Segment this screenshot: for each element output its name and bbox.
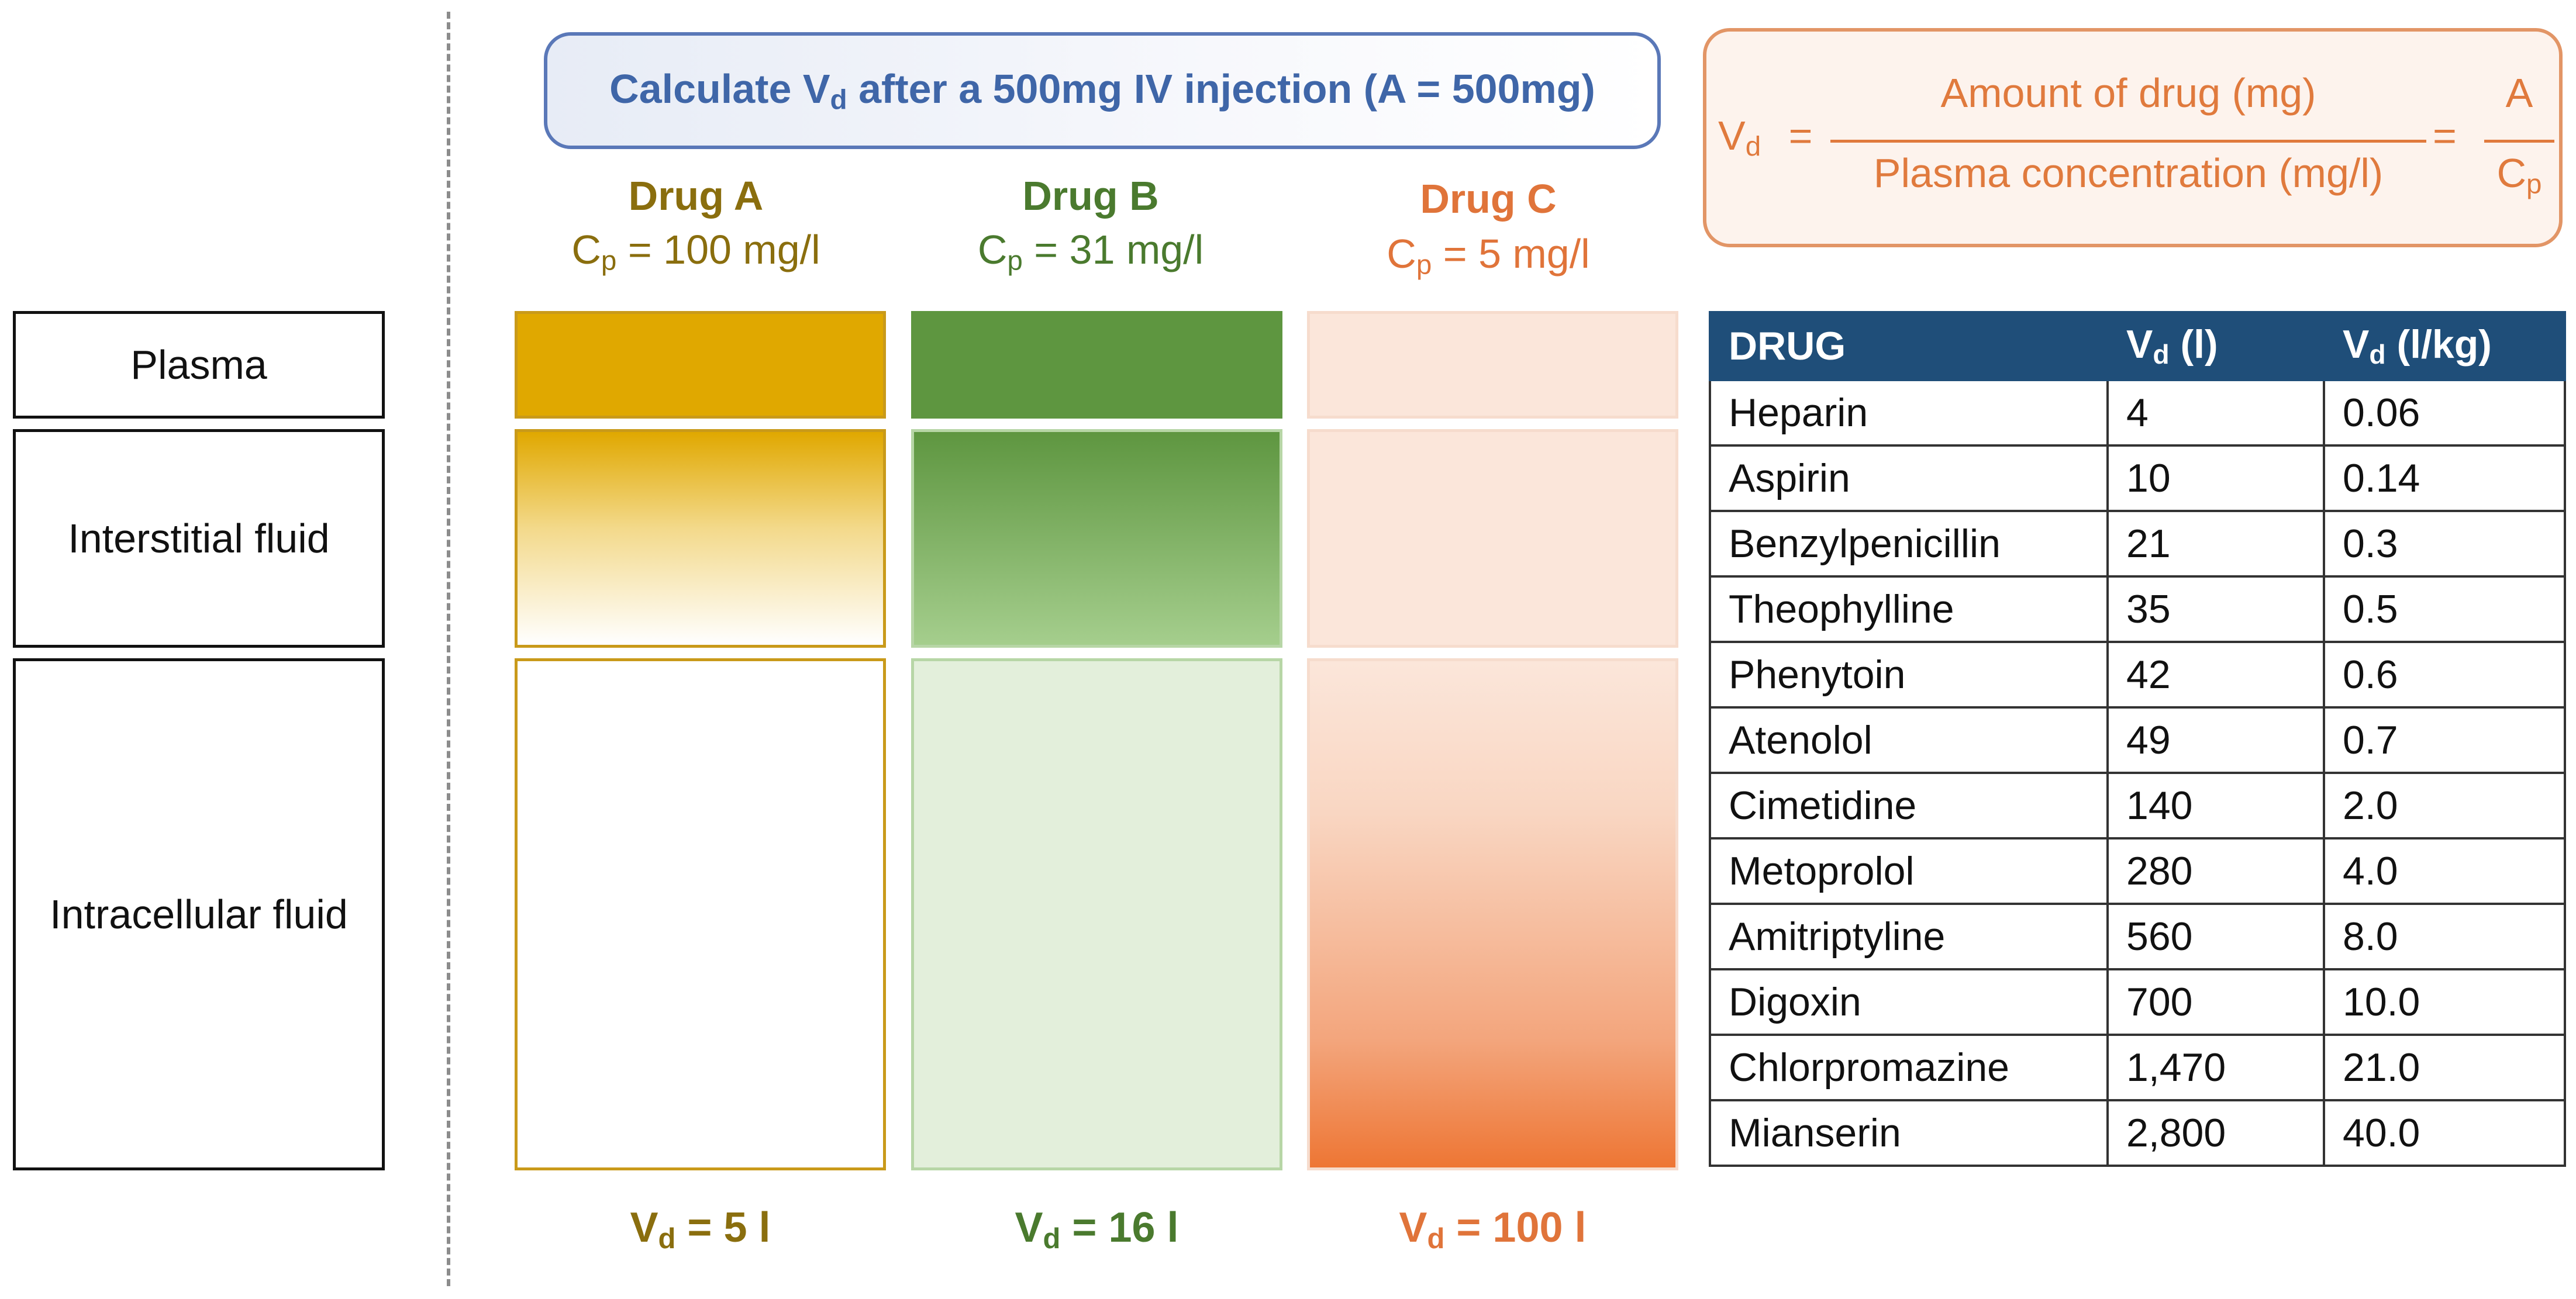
drug-b-vd: Vd = 16 l: [1015, 1204, 1179, 1255]
table-cell-drug: Digoxin: [1709, 968, 2109, 1036]
drug-a-vd: Vd = 5 l: [630, 1204, 771, 1255]
drug-c-intracellular-block: [1307, 658, 1678, 1170]
table-cell-vd-lkg: 8.0: [2323, 903, 2566, 970]
formula-short-fraction-line: [2484, 140, 2554, 143]
table-header-drug: DRUG: [1709, 311, 2109, 381]
formula-short-denominator: Cp: [2496, 150, 2542, 200]
table-cell-drug: Theophylline: [1709, 575, 2109, 643]
table-cell-vd-l: 140: [2106, 772, 2325, 839]
table-cell-vd-lkg: 40.0: [2323, 1099, 2566, 1167]
compartment-label-intracellular: Intracellular fluid: [13, 658, 385, 1170]
table-cell-drug: Metoprolol: [1709, 837, 2109, 905]
table-cell-vd-lkg: 0.6: [2323, 641, 2566, 709]
table-cell-drug: Mianserin: [1709, 1099, 2109, 1167]
table-row: Heparin 4 0.06: [1709, 379, 2566, 447]
drug-b-intracellular-block: [911, 658, 1282, 1170]
table-row: Chlorpromazine 1,470 21.0: [1709, 1034, 2566, 1101]
table-cell-vd-lkg: 10.0: [2323, 968, 2566, 1036]
table-cell-vd-lkg: 4.0: [2323, 837, 2566, 905]
table-row: Mianserin 2,800 40.0: [1709, 1099, 2566, 1167]
table-cell-vd-lkg: 0.5: [2323, 575, 2566, 643]
drug-b-name: Drug B: [1022, 173, 1159, 219]
compartment-plasma-text: Plasma: [130, 342, 267, 388]
formula-box: Vd = Amount of drug (mg) Plasma concentr…: [1703, 28, 2563, 247]
drug-b-plasma-block: [911, 311, 1282, 419]
title-box: Calculate Vd after a 500mg IV injection …: [544, 32, 1661, 149]
table-cell-drug: Phenytoin: [1709, 641, 2109, 709]
drug-c-interstitial-block: [1307, 429, 1678, 648]
table-cell-vd-l: 4: [2106, 379, 2325, 447]
table-cell-drug: Cimetidine: [1709, 772, 2109, 839]
drug-a-intracellular-block: [515, 658, 886, 1170]
dashed-divider: [447, 12, 450, 1286]
drug-a-name: Drug A: [628, 173, 764, 219]
table-row: Amitriptyline 560 8.0: [1709, 903, 2566, 970]
drug-a-plasma-block: [515, 311, 886, 419]
vd-table: DRUG Vd (l) Vd (l/kg) Heparin 4 0.06 Aspiri…: [1709, 311, 2566, 1167]
formula-fraction-line: [1830, 140, 2426, 143]
table-cell-vd-l: 280: [2106, 837, 2325, 905]
compartment-label-plasma: Plasma: [13, 311, 385, 419]
table-cell-vd-lkg: 0.06: [2323, 379, 2566, 447]
compartment-intracellular-text: Intracellular fluid: [50, 892, 348, 937]
table-header-vd-l: Vd (l): [2106, 311, 2325, 381]
table-row: Atenolol 49 0.7: [1709, 706, 2566, 774]
drug-c-name: Drug C: [1420, 176, 1557, 222]
table-row: Theophylline 35 0.5: [1709, 575, 2566, 643]
drug-b-interstitial-block: [911, 429, 1282, 648]
formula-equals-2: =: [2433, 113, 2457, 158]
table-header-vd-lkg: Vd (l/kg): [2323, 311, 2566, 381]
table-row: Aspirin 10 0.14: [1709, 444, 2566, 512]
table-cell-drug: Aspirin: [1709, 444, 2109, 512]
title-text: Calculate Vd after a 500mg IV injection …: [609, 65, 1595, 116]
compartment-interstitial-text: Interstitial fluid: [68, 516, 330, 561]
drug-c-plasma-block: [1307, 311, 1678, 419]
drug-c-vd: Vd = 100 l: [1399, 1204, 1587, 1255]
table-cell-vd-l: 42: [2106, 641, 2325, 709]
table-row: Benzylpenicillin 21 0.3: [1709, 510, 2566, 578]
formula-short-numerator: A: [2505, 70, 2533, 116]
table-row: Metoprolol 280 4.0: [1709, 837, 2566, 905]
formula-denominator: Plasma concentration (mg/l): [1873, 150, 2384, 196]
table-cell-vd-lkg: 0.3: [2323, 510, 2566, 578]
table-row: Phenytoin 42 0.6: [1709, 641, 2566, 709]
table-cell-vd-l: 35: [2106, 575, 2325, 643]
table-cell-vd-lkg: 2.0: [2323, 772, 2566, 839]
table-cell-drug: Benzylpenicillin: [1709, 510, 2109, 578]
table-cell-drug: Amitriptyline: [1709, 903, 2109, 970]
table-cell-vd-lkg: 21.0: [2323, 1034, 2566, 1101]
table-row: Cimetidine 140 2.0: [1709, 772, 2566, 839]
table-body: Heparin 4 0.06 Aspirin 10 0.14 Benzylpenicilli…: [1709, 379, 2566, 1167]
table-cell-vd-l: 700: [2106, 968, 2325, 1036]
table-cell-drug: Chlorpromazine: [1709, 1034, 2109, 1101]
table-cell-vd-l: 1,470: [2106, 1034, 2325, 1101]
drug-a-interstitial-block: [515, 429, 886, 648]
table-cell-vd-lkg: 0.7: [2323, 706, 2566, 774]
table-cell-drug: Atenolol: [1709, 706, 2109, 774]
formula-numerator: Amount of drug (mg): [1940, 70, 2316, 116]
table-cell-vd-lkg: 0.14: [2323, 444, 2566, 512]
table-header-row: DRUG Vd (l) Vd (l/kg): [1709, 311, 2566, 381]
table-cell-vd-l: 560: [2106, 903, 2325, 970]
table-cell-vd-l: 10: [2106, 444, 2325, 512]
drug-a-concentration: Cp = 100 mg/l: [571, 226, 820, 277]
drug-b-concentration: Cp = 31 mg/l: [977, 226, 1204, 277]
table-row: Digoxin 700 10.0: [1709, 968, 2566, 1036]
formula-lhs: Vd =: [1718, 113, 1813, 163]
table-cell-drug: Heparin: [1709, 379, 2109, 447]
table-cell-vd-l: 21: [2106, 510, 2325, 578]
compartment-label-interstitial: Interstitial fluid: [13, 429, 385, 648]
table-cell-vd-l: 2,800: [2106, 1099, 2325, 1167]
table-cell-vd-l: 49: [2106, 706, 2325, 774]
drug-c-concentration: Cp = 5 mg/l: [1387, 230, 1590, 281]
